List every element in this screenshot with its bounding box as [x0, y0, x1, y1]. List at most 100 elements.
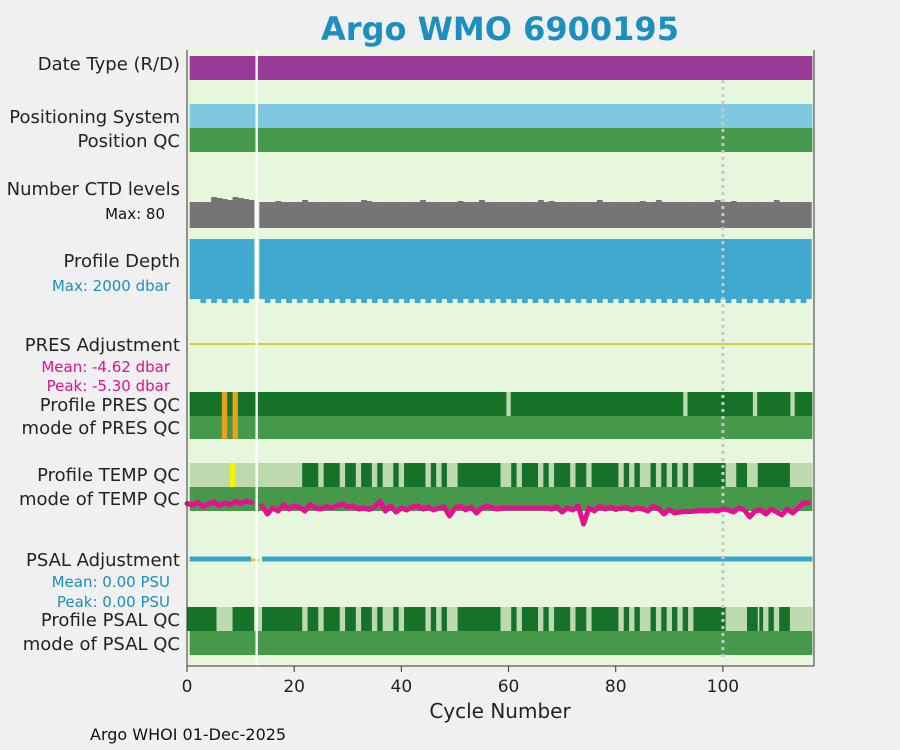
depth-bar-40	[398, 239, 405, 299]
ctd-bar-51	[457, 201, 464, 228]
depth-bar-47	[436, 239, 442, 303]
depth-bar-83	[629, 239, 635, 303]
depth-bar-90	[666, 239, 673, 299]
ctd-bar-73	[575, 202, 582, 228]
depth-bar-103	[736, 239, 743, 303]
mode-pres-qc-bar	[189, 416, 813, 439]
temp-qc-segment-1	[323, 463, 340, 487]
depth-bar-76	[591, 239, 598, 299]
depth-bar-101	[725, 239, 732, 303]
ctd-bar-82	[623, 202, 630, 228]
ctd-bar-33	[361, 200, 367, 228]
depth-bar-94	[688, 239, 694, 299]
ctd-bar-65	[532, 202, 539, 228]
ctd-bar-72	[570, 202, 576, 228]
psal-qc-segment-21	[650, 607, 656, 631]
psal-qc-segment-28	[768, 607, 774, 631]
depth-bar-48	[441, 239, 448, 299]
depth-bar-92	[677, 239, 684, 299]
pres-qc-gap-3	[790, 392, 795, 416]
temp-qc-segment-22	[693, 463, 726, 487]
temp-qc-segment-23	[736, 463, 748, 487]
depth-bar-81	[618, 239, 625, 303]
depth-bar-43	[414, 239, 421, 303]
depth-bar-77	[596, 239, 603, 303]
depth-bar-37	[382, 239, 389, 303]
position-qc-bar	[189, 128, 813, 152]
depth-bar-102	[730, 239, 737, 299]
depth-bar-72	[570, 239, 576, 299]
label-psal-peak: Peak: 0.00 PSU	[57, 593, 170, 611]
depth-bar-113	[789, 239, 796, 303]
depth-bar-78	[602, 239, 609, 299]
depth-bar-11	[243, 239, 250, 303]
depth-bar-9	[232, 239, 239, 303]
depth-bar-87	[650, 239, 657, 303]
label-pres-mean: Mean: -4.62 dbar	[41, 358, 171, 376]
depth-bar-96	[698, 239, 705, 299]
depth-bar-25	[318, 239, 325, 303]
depth-bar-19	[286, 239, 292, 303]
ctd-bar-112	[784, 202, 791, 228]
ctd-bar-60	[505, 202, 512, 228]
depth-bar-29	[339, 239, 346, 303]
depth-bar-35	[371, 239, 378, 303]
depth-bar-89	[661, 239, 668, 303]
profile-pres-qc-bar	[189, 392, 813, 416]
ctd-bar-39	[393, 202, 400, 228]
x-axis-label: Cycle Number	[429, 699, 571, 723]
depth-bar-34	[366, 239, 373, 299]
temp-qc-flag-0	[229, 463, 236, 487]
depth-bar-46	[430, 239, 437, 299]
ctd-bar-20	[291, 202, 298, 228]
depth-bar-54	[473, 239, 480, 299]
temp-qc-segment-24	[757, 463, 790, 487]
temp-qc-segment-20	[671, 463, 678, 487]
label-number-ctd-levels: Number CTD levels	[7, 179, 180, 200]
ctd-bar-77	[596, 200, 603, 228]
ctd-bar-98	[709, 202, 716, 228]
ctd-bar-3	[200, 202, 207, 228]
ctd-bar-81	[618, 202, 625, 228]
ctd-bar-62	[516, 202, 523, 228]
depth-bar-14	[259, 239, 266, 299]
depth-bar-63	[521, 239, 528, 303]
label-pres-adjustment: PRES Adjustment	[25, 335, 180, 356]
depth-bar-82	[623, 239, 630, 299]
footer-credit: Argo WHOI 01-Dec-2025	[90, 725, 287, 744]
ctd-bar-14	[259, 202, 266, 228]
ctd-bar-15	[264, 202, 271, 228]
psal-qc-segment-4	[323, 607, 340, 631]
pres-qc-gap-1	[683, 392, 688, 416]
depth-bar-69	[554, 239, 560, 303]
psal-qc-segment-24	[682, 607, 689, 631]
ctd-bar-102	[730, 201, 737, 228]
depth-bar-8	[227, 239, 233, 299]
ctd-bar-21	[296, 202, 303, 228]
depth-bar-84	[634, 239, 641, 299]
temp-qc-segment-13	[554, 463, 571, 487]
ctd-bar-101	[725, 202, 732, 228]
depth-bar-108	[763, 239, 769, 299]
ctd-bar-24	[312, 202, 319, 228]
depth-bar-88	[655, 239, 662, 299]
depth-bar-112	[784, 239, 791, 299]
depth-bar-59	[500, 239, 507, 303]
depth-bar-50	[452, 239, 459, 299]
depth-bar-16	[270, 239, 276, 299]
depth-bar-12	[248, 239, 255, 299]
ctd-bar-107	[757, 202, 764, 228]
ctd-bar-94	[688, 202, 694, 228]
ctd-bar-34	[366, 201, 373, 228]
label-profile-temp-qc: Profile TEMP QC	[37, 465, 180, 486]
temp-qc-segment-21	[682, 463, 689, 487]
psal-qc-segment-9	[404, 607, 426, 631]
ctd-bar-75	[586, 202, 593, 228]
depth-bar-105	[747, 239, 753, 303]
ctd-bar-38	[387, 202, 394, 228]
depth-bar-30	[345, 239, 351, 299]
depth-bar-51	[457, 239, 464, 303]
ctd-bar-54	[473, 202, 480, 228]
psal-qc-segment-8	[393, 607, 399, 631]
